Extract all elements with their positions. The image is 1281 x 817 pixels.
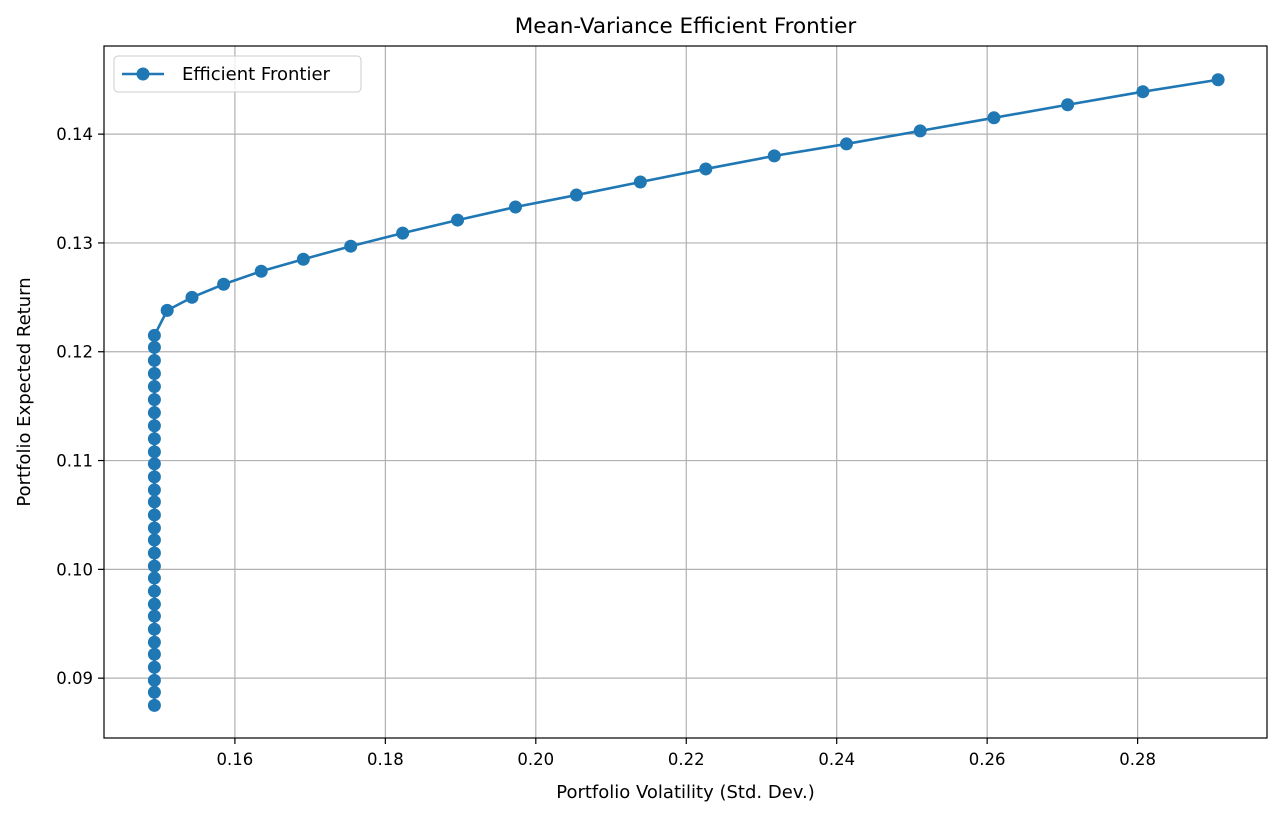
data-point: [913, 124, 927, 138]
data-point: [147, 609, 161, 623]
data-point: [147, 457, 161, 471]
data-point: [767, 149, 781, 163]
y-tick-label: 0.11: [56, 452, 93, 471]
data-point: [147, 533, 161, 547]
y-tick-label: 0.09: [56, 669, 93, 688]
data-point: [147, 406, 161, 420]
data-point: [147, 647, 161, 661]
y-tick-label: 0.13: [56, 234, 93, 253]
data-point: [147, 340, 161, 354]
legend-circle-marker: [136, 67, 150, 81]
data-point: [217, 277, 231, 291]
data-point: [344, 239, 358, 253]
data-point: [147, 559, 161, 573]
data-point: [254, 264, 268, 278]
data-point: [451, 213, 465, 227]
data-point: [1211, 73, 1225, 87]
data-point: [147, 635, 161, 649]
data-point: [147, 685, 161, 699]
x-tick-label: 0.28: [1119, 750, 1156, 769]
legend-label-efficient-frontier: Efficient Frontier: [182, 64, 331, 85]
chart-title: Mean-Variance Efficient Frontier: [515, 14, 857, 39]
x-tick-label: 0.26: [969, 750, 1006, 769]
data-point: [569, 188, 583, 202]
x-tick-label: 0.24: [818, 750, 855, 769]
legend-box: [113, 55, 362, 93]
data-point: [147, 367, 161, 380]
data-point: [147, 571, 161, 585]
data-point: [147, 508, 161, 522]
x-tick-label: 0.22: [668, 750, 705, 769]
data-point: [147, 328, 161, 342]
y-tick-label: 0.14: [56, 125, 93, 144]
data-point: [147, 495, 161, 509]
data-point: [987, 111, 1001, 125]
data-point: [147, 698, 161, 712]
x-tick-label: 0.18: [367, 750, 404, 769]
data-point: [185, 290, 199, 304]
data-point: [147, 353, 161, 367]
data-point: [1061, 98, 1075, 112]
data-point: [160, 303, 174, 317]
data-point: [147, 584, 161, 598]
axes-frame: [103, 45, 1268, 739]
data-point: [147, 660, 161, 674]
x-axis-label: Portfolio Volatility (Std. Dev.): [556, 782, 815, 803]
data-point: [396, 226, 410, 240]
x-tick-label: 0.20: [517, 750, 554, 769]
data-point: [699, 162, 713, 176]
data-point: [147, 470, 161, 484]
y-tick-label: 0.10: [56, 560, 93, 579]
ticks: 0.16 0.18 0.20 0.22 0.24 0.26 0.28 0.09 0.10 0.11…: [56, 125, 1156, 769]
grid: [104, 46, 1267, 738]
data-point: [508, 200, 522, 214]
data-point: [147, 597, 161, 611]
x-tick-label: 0.16: [217, 750, 254, 769]
data-point: [147, 622, 161, 636]
data-point: [147, 521, 161, 535]
data-point: [147, 483, 161, 497]
data-point: [147, 380, 161, 394]
data-point: [839, 137, 853, 151]
y-tick-label: 0.12: [56, 343, 93, 362]
series-layer: [147, 73, 1225, 712]
data-point: [147, 393, 161, 407]
data-point: [147, 432, 161, 446]
data-point: [633, 175, 647, 189]
data-point: [147, 673, 161, 687]
data-point: [147, 419, 161, 433]
data-point: [296, 252, 310, 266]
data-point: [147, 445, 161, 459]
data-point: [147, 546, 161, 560]
legend: Efficient Frontier: [113, 55, 362, 93]
data-point: [1136, 85, 1150, 99]
y-axis-label: Portfolio Expected Return: [14, 277, 35, 506]
